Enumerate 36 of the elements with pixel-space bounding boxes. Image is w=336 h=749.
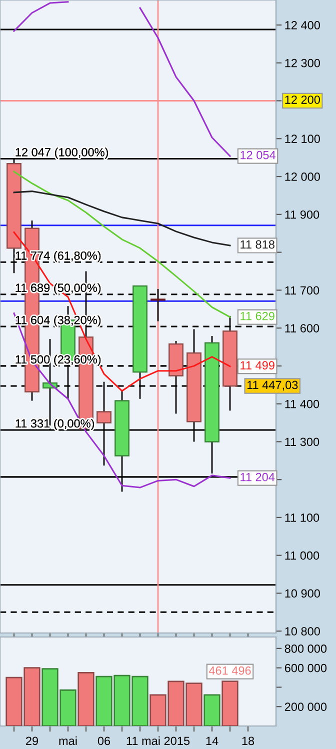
bar [204,694,220,726]
x-tick-label: 29 [26,736,38,746]
data-label: 11 204 [240,472,275,482]
y-tick-label: 11 100 [285,513,320,522]
y-tick-label: 12 100 [285,134,320,144]
data-label: 11 629 [240,312,274,320]
y-tick-label: 10 900 [285,589,320,598]
y-tick-label: 10 800 [285,627,320,636]
y-tick-label: 600 000 [284,664,327,672]
y-tick-label: 11 900 [285,210,320,219]
y-tick-label: 200 000 [284,702,327,712]
y-tick-label: 11 000 [285,551,320,560]
line-series [13,312,231,488]
y-tick-label: 12 000 [285,172,320,181]
y-tick-label: 11 300 [285,438,320,446]
text: 11 447,03 [247,380,298,391]
ref-line-label: 12 047 (100,00%) [16,148,108,159]
data-label: 461 496 [208,666,251,675]
x-tick-label: 14 [206,736,218,745]
x-tick-label: 18 [242,736,254,746]
y-tick-label: 12 400 [285,21,320,30]
line-series [13,231,231,392]
line-series [13,190,231,246]
y-tick-label: 12 300 [285,58,320,68]
data-label: 11 818 [240,240,274,249]
y-tick-label: 800 000 [284,644,327,653]
y-tick-label: 11 400 [285,400,320,408]
data-label: 12 054 [240,150,276,160]
ref-line-label: 12 200 [285,96,320,104]
x-tick-label: 11 mai 2015 [126,736,190,746]
x-tick-label: 06 [98,736,110,746]
data-label: 11 499 [240,361,274,370]
bar [78,672,94,726]
x-tick-label: mai [59,736,77,746]
y-tick-label: 11 600 [285,324,320,332]
y-tick-label: 11 700 [285,286,320,295]
